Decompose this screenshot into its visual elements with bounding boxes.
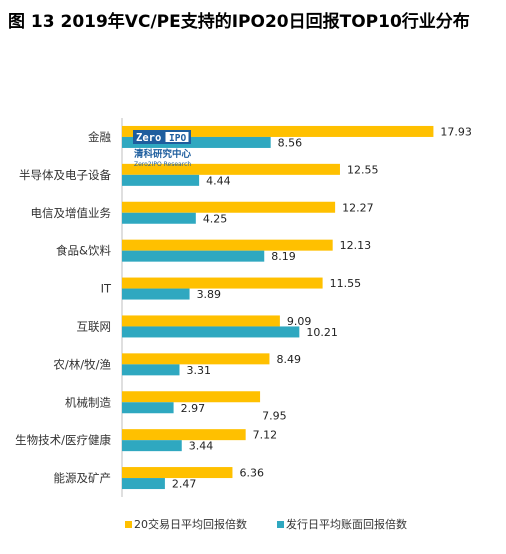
value-label-series-1: 12.13 [340, 239, 372, 252]
bar-series-1 [122, 201, 336, 213]
category-label: 农/林/牧/渔 [53, 357, 111, 371]
category-label: 机械制造 [65, 395, 111, 409]
bar-series-1 [122, 315, 280, 327]
value-label-series-2: 4.25 [203, 212, 228, 225]
bar-series-2 [122, 212, 196, 224]
bar-series-2 [122, 364, 180, 376]
bar-series-2 [122, 478, 165, 490]
category-label: 食品&饮料 [56, 244, 111, 258]
legend: 20交易日平均回报倍数 发行日平均账面回报倍数 [125, 517, 407, 531]
bar-series-2 [122, 440, 182, 452]
legend-label-series-1: 20交易日平均回报倍数 [134, 517, 247, 531]
bar-series-2 [122, 402, 174, 414]
value-label-series-2: 2.47 [172, 478, 197, 491]
watermark-logo: Zero IPO 清科研究中心 Zero2IPO Research [133, 130, 192, 168]
value-label-series-2: 3.31 [186, 364, 211, 377]
value-label-series-1: 7.12 [253, 429, 277, 442]
legend-swatch-series-1 [125, 521, 132, 528]
bar-series-1 [122, 353, 270, 365]
watermark-brand-top: Zero [136, 132, 161, 144]
bar-series-2 [122, 174, 200, 186]
bar-series-2 [122, 250, 265, 262]
value-label-series-1: 8.49 [276, 353, 301, 366]
value-label-series-2: 8.56 [278, 136, 303, 149]
bar-series-2 [122, 326, 300, 338]
bar-series-1 [122, 163, 340, 175]
watermark-brand-en: Zero2IPO Research [134, 161, 191, 168]
value-label-series-2: 3.89 [197, 288, 222, 301]
bar-series-1 [122, 125, 434, 137]
watermark-brand-box: IPO [169, 133, 186, 144]
category-label: 生物技术/医疗健康 [15, 433, 111, 447]
chart-title: 图 13 2019年VC/PE支持的IPO20日回报TOP10行业分布 [8, 12, 470, 32]
value-label-series-1: 7.95 [262, 409, 287, 422]
value-label-series-1: 9.09 [287, 315, 312, 328]
category-label: 金融 [88, 130, 111, 144]
bar-series-1 [122, 277, 323, 289]
value-label-series-1: 12.27 [342, 201, 374, 214]
value-label-series-2: 4.44 [206, 174, 231, 187]
value-label-series-2: 10.21 [306, 326, 338, 339]
legend-label-series-2: 发行日平均账面回报倍数 [286, 517, 407, 531]
value-label-series-2: 2.97 [181, 402, 206, 415]
bar-series-1 [122, 429, 246, 441]
watermark-brand-cn: 清科研究中心 [134, 148, 192, 160]
value-label-series-1: 12.55 [347, 163, 379, 176]
legend-swatch-series-2 [277, 521, 284, 528]
value-label-series-2: 3.44 [189, 440, 214, 453]
bars-group: 金融 17.93 8.56 半导体及电子设备 12.55 4.44 电信及增值业务 12.27… [15, 125, 472, 490]
bar-series-1 [122, 467, 233, 479]
value-label-series-1: 6.36 [239, 467, 264, 480]
category-label: 电信及增值业务 [31, 206, 112, 220]
bar-series-2 [122, 288, 190, 300]
category-label: 半导体及电子设备 [19, 168, 111, 182]
category-label: 能源及矿产 [54, 471, 112, 485]
bar-series-1 [122, 239, 333, 251]
category-label: IT [101, 282, 112, 296]
bar-series-1 [122, 391, 261, 403]
category-label: 互联网 [77, 319, 112, 333]
bar-series-2 [122, 136, 271, 148]
value-label-series-1: 17.93 [440, 125, 472, 138]
value-label-series-2: 8.19 [271, 250, 296, 263]
value-label-series-1: 11.55 [330, 277, 362, 290]
